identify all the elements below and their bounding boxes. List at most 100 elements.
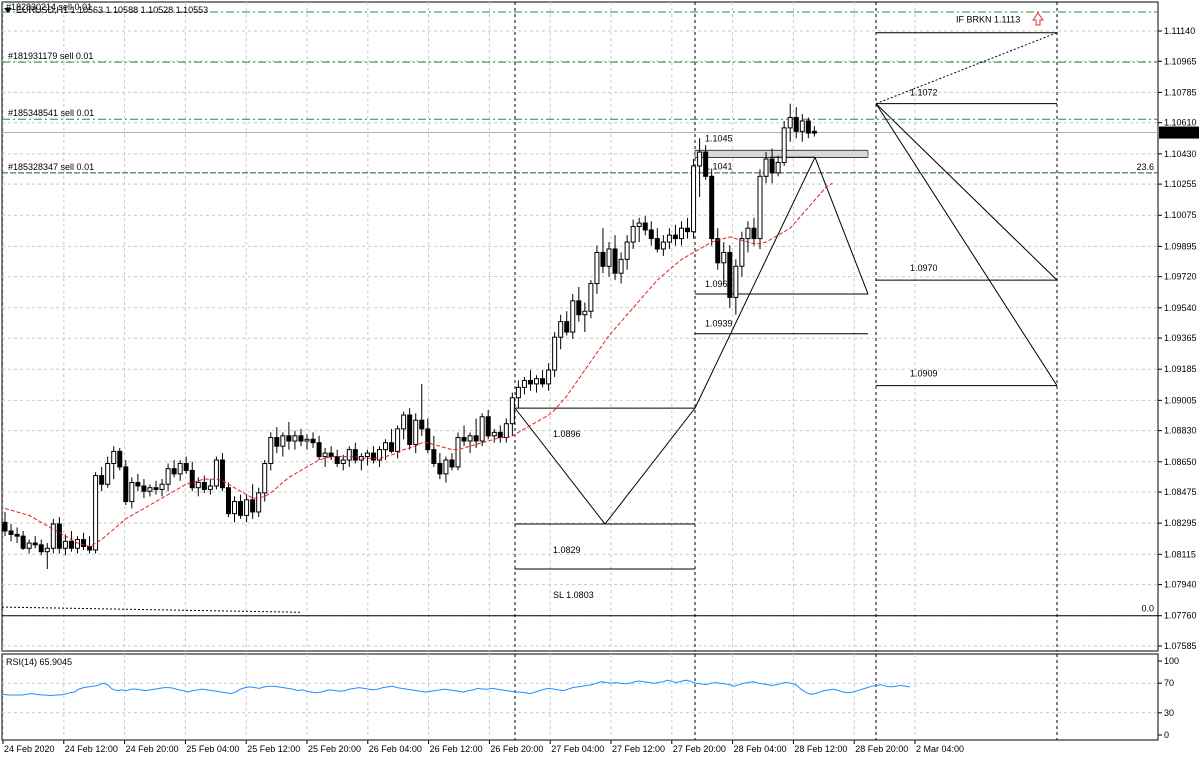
candle-body [666, 234, 672, 243]
time-tick-label: 24 Feb 2020 [4, 744, 55, 754]
candle-body [503, 423, 509, 439]
candle-body [479, 416, 485, 442]
pattern-line [814, 157, 869, 295]
candle-body [576, 300, 582, 316]
candle-body [310, 438, 316, 444]
candle-body [805, 120, 811, 134]
candle-body [407, 414, 413, 445]
candle-body [68, 540, 74, 549]
rsi-label: RSI(14) 65.9045 [6, 657, 72, 667]
time-tick-label: 26 Feb 04:00 [369, 744, 422, 754]
time-tick-label: 26 Feb 12:00 [430, 744, 483, 754]
candle-body [117, 450, 123, 468]
price-tick-label: 1.09540 [1164, 303, 1197, 313]
candle-body [703, 151, 709, 177]
rsi-level-label: 30 [1164, 708, 1174, 718]
level-label: SL 1.0803 [553, 590, 594, 600]
price-tick-label: 1.07585 [1164, 641, 1197, 651]
candle-body [775, 161, 781, 174]
candle-body [322, 452, 328, 458]
candle-body [141, 485, 147, 492]
candle-body [87, 546, 93, 551]
level-label: 1.0896 [553, 429, 581, 439]
candle-body [147, 487, 153, 492]
order-label: #185328347 sell 0.01 [8, 162, 94, 172]
up-arrow-icon [1032, 12, 1044, 26]
time-tick-label: 24 Feb 20:00 [126, 744, 179, 754]
candle-body [697, 151, 703, 167]
price-tick-label: 1.07760 [1164, 611, 1197, 621]
candle-body [594, 251, 600, 285]
candle-body [50, 523, 56, 549]
candle-body [316, 442, 322, 458]
candle-body [437, 462, 443, 475]
candle-body [534, 378, 540, 385]
dotted-trend [1, 606, 301, 613]
candle-body [201, 482, 207, 490]
candle-body [219, 459, 225, 489]
rsi-line [2, 679, 911, 697]
candle-body [757, 175, 763, 240]
resistance-zone [694, 150, 869, 158]
candle-body [370, 452, 376, 461]
time-tick-label: 2 Mar 04:00 [916, 744, 964, 754]
candle-body [721, 251, 727, 264]
candle-body [195, 482, 201, 489]
candle-body [527, 379, 533, 385]
candle-body [159, 483, 165, 490]
price-tick-label: 1.09365 [1164, 333, 1197, 343]
level-label: 1.1045 [705, 133, 733, 143]
time-tick-label: 24 Feb 12:00 [65, 744, 118, 754]
moving-average-line [4, 182, 833, 548]
candle-body [491, 431, 497, 437]
candle-body [256, 492, 262, 513]
price-tick-label: 1.10785 [1164, 87, 1197, 97]
candle-body [105, 462, 111, 485]
candle-body [763, 158, 769, 177]
candle-body [546, 369, 552, 385]
candle-body [485, 416, 491, 437]
level-label: 1.1072 [910, 88, 938, 98]
candle-body [739, 238, 745, 267]
price-tick-label: 1.10965 [1164, 56, 1197, 66]
price-tick-label: 1.10430 [1164, 149, 1197, 159]
candle-body [334, 456, 340, 464]
price-tick-label: 1.10610 [1164, 118, 1197, 128]
candle-body [99, 475, 105, 485]
price-tick-label: 1.08650 [1164, 457, 1197, 467]
candle-body [600, 251, 606, 267]
candle-body [455, 437, 461, 468]
candle-body [588, 283, 594, 312]
chart-menu-icon[interactable] [4, 8, 12, 13]
candle-body [642, 222, 648, 231]
order-label-top: #182830214 sell 0.01 [6, 2, 92, 12]
candle-body [685, 227, 691, 233]
candle-body [171, 468, 177, 475]
price-tick-label: 1.08295 [1164, 518, 1197, 528]
candle-body [419, 419, 425, 430]
candle-body [672, 234, 678, 240]
current-price-box [1159, 126, 1199, 139]
candle-body [268, 437, 274, 464]
candle-body [364, 452, 370, 458]
time-tick-label: 28 Feb 04:00 [734, 744, 787, 754]
price-tick-label: 1.07940 [1164, 580, 1197, 590]
candle-body [461, 437, 467, 442]
candle-body [292, 435, 298, 442]
candle-body [274, 437, 280, 447]
candle-body [129, 482, 135, 503]
candle-body [443, 459, 449, 475]
time-tick-label: 26 Feb 20:00 [490, 744, 543, 754]
candle-body [298, 435, 304, 442]
main-chart-frame [1, 1, 1159, 652]
candle-body [14, 533, 20, 537]
time-tick-label: 27 Feb 12:00 [612, 744, 665, 754]
price-tick-label: 1.08475 [1164, 487, 1197, 497]
rsi-level-label: 100 [1164, 656, 1179, 666]
candle-body [244, 499, 250, 516]
candle-body [177, 462, 183, 475]
price-tick-label: 1.09185 [1164, 364, 1197, 374]
candle-body [636, 222, 642, 227]
